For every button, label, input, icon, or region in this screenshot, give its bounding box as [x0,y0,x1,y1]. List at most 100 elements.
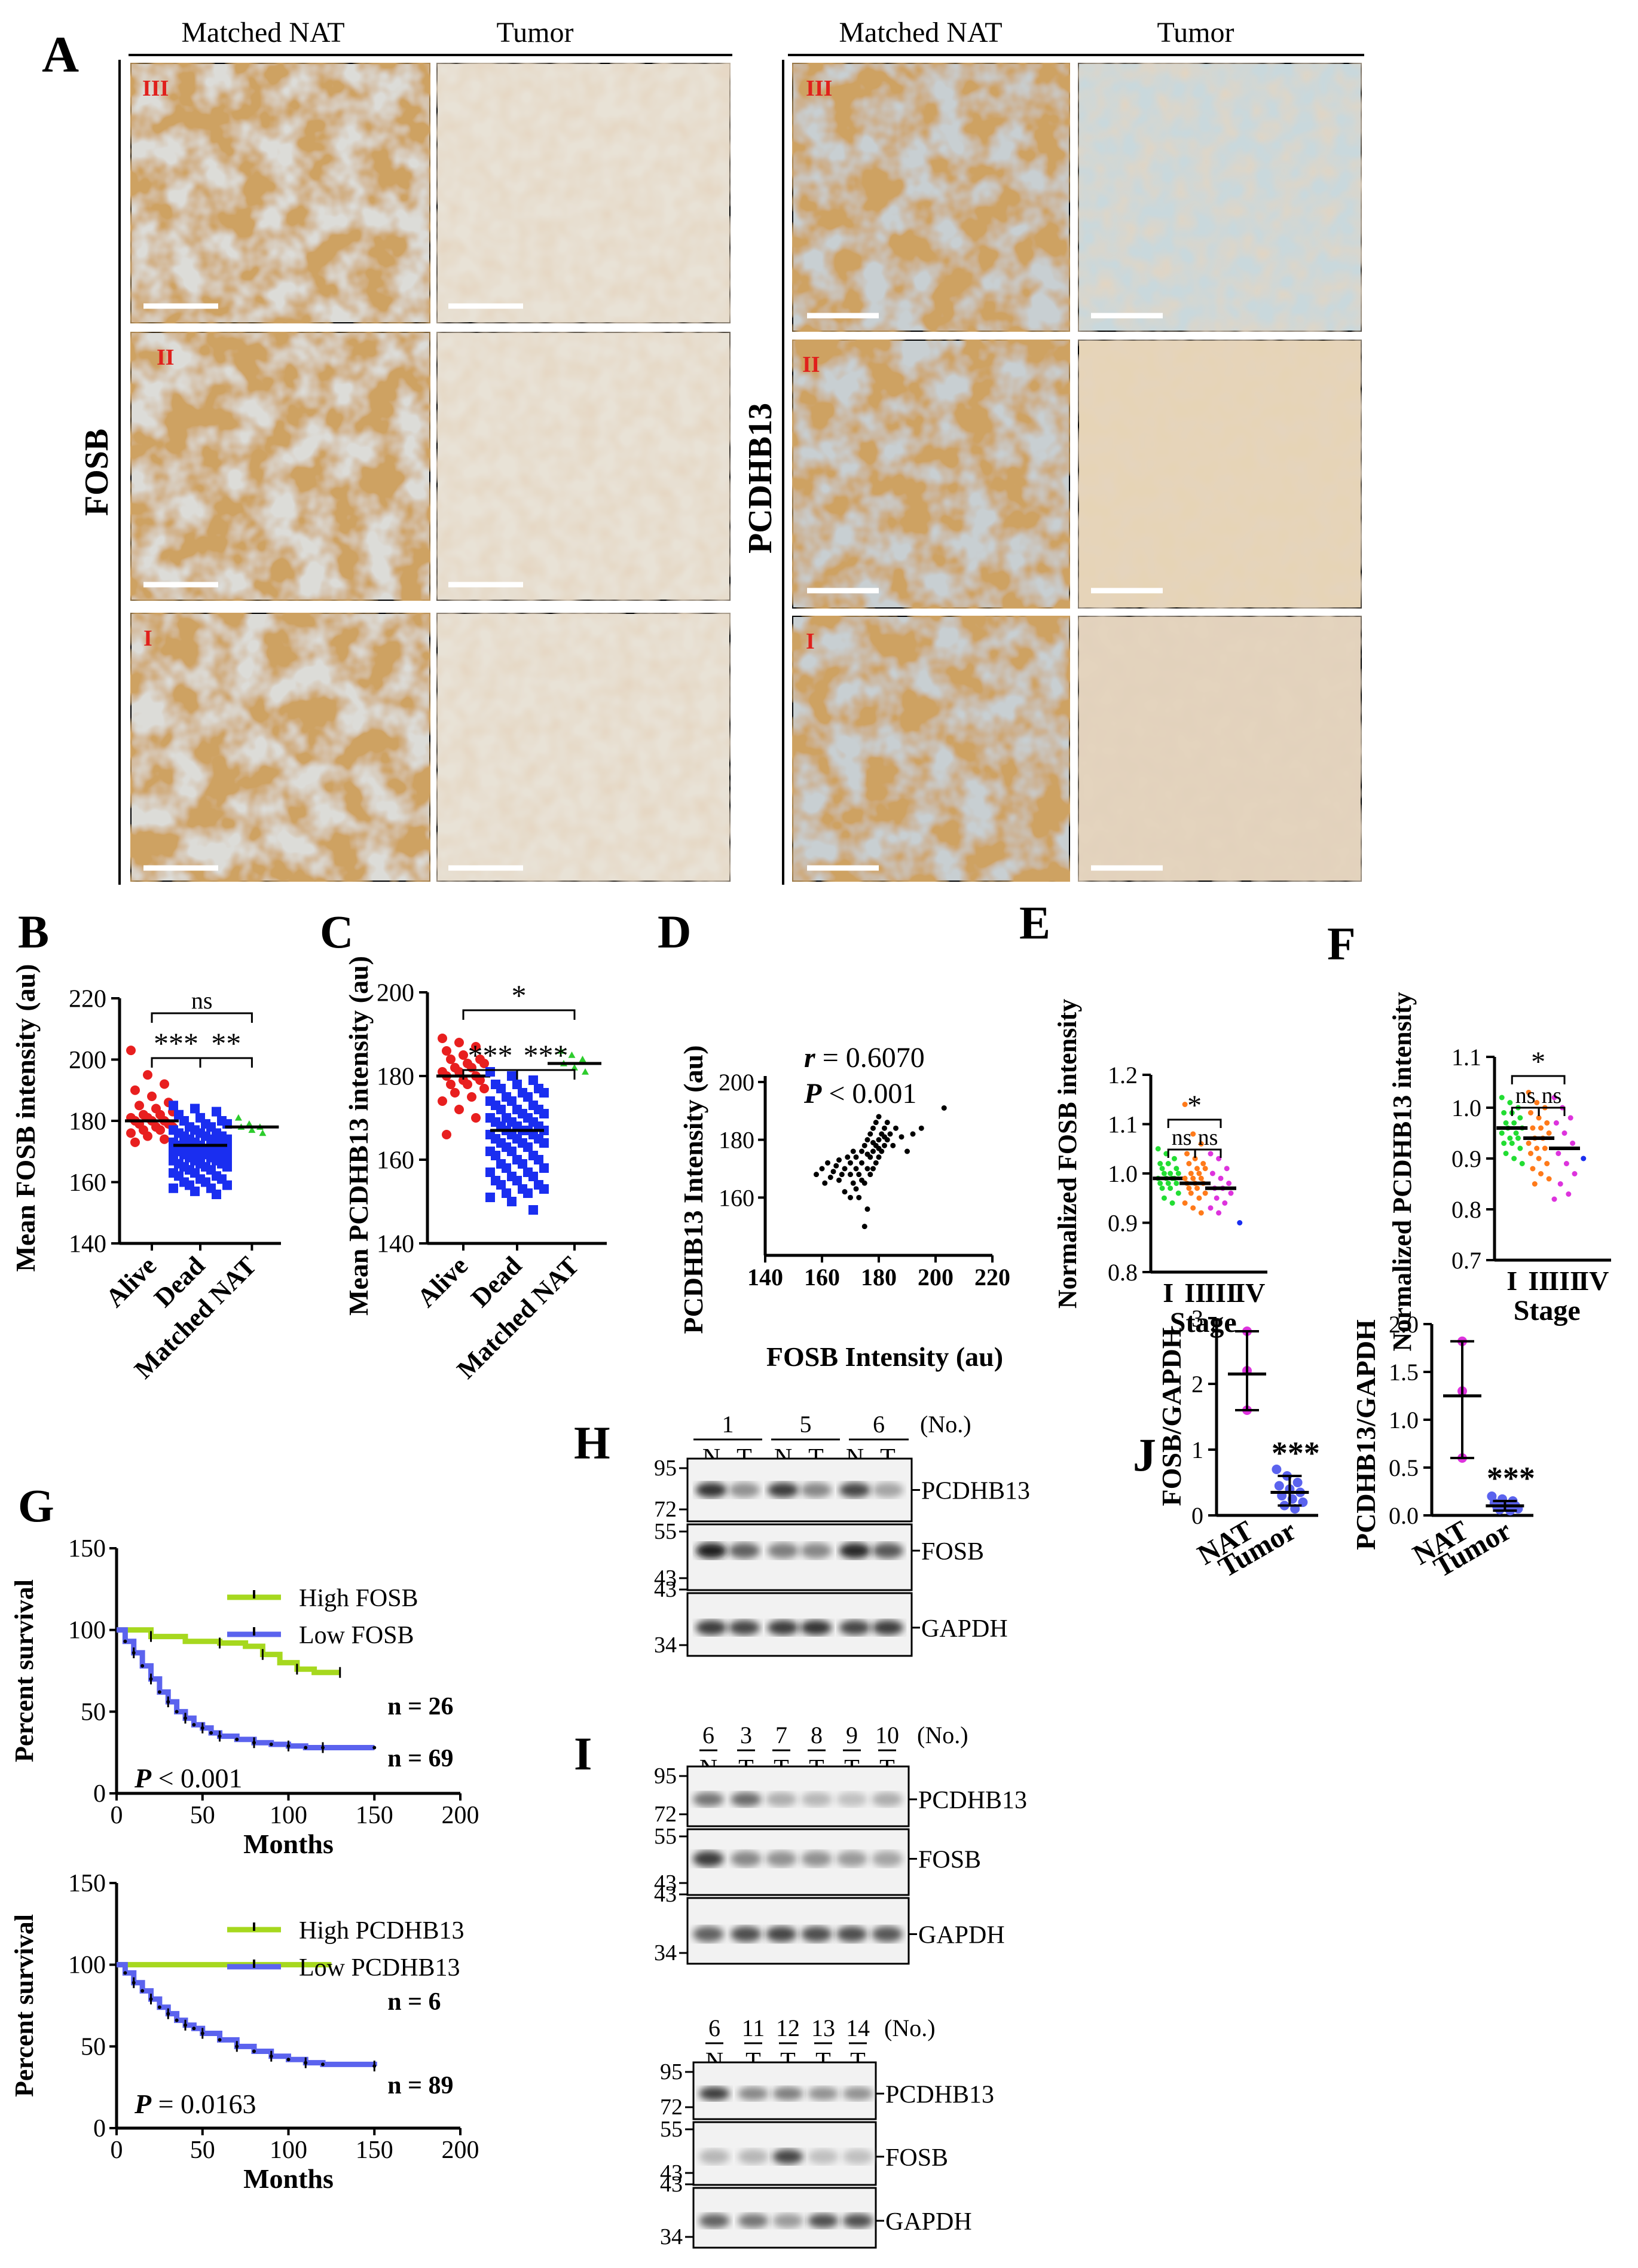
data-point [1507,1135,1513,1141]
event-mark [175,1710,179,1714]
data-point [259,1129,267,1136]
y-tick-label: 140 [377,1231,414,1258]
significance-bracket [151,1012,253,1023]
data-point [1499,1095,1505,1101]
protein-band [766,1851,797,1867]
protein-band [839,1482,871,1498]
data-point [446,1080,456,1089]
protein-band [728,1482,760,1498]
legend-label: High FOSB [299,1585,418,1612]
data-point [1553,1120,1559,1126]
data-point [853,1166,859,1172]
data-point [491,1151,500,1160]
x-category-label: III [1205,1277,1237,1308]
data-point [1534,1100,1540,1105]
data-point [853,1154,859,1160]
sample-number: 7 [775,1722,787,1749]
data-point [1538,1125,1544,1131]
protein-band [695,1620,728,1636]
y-tick-label: 220 [69,986,106,1013]
panel-letter-i: I [574,1728,592,1780]
event-mark [192,1723,196,1727]
significance-bracket [199,1057,253,1068]
protein-band [772,2214,803,2228]
y-axis-title: Percent survival [10,1914,39,2097]
event-mark [286,2058,291,2062]
data-point [1222,1200,1228,1206]
protein-band [772,2149,803,2165]
data-point [245,1120,253,1127]
protein-label: FOSB [885,2144,948,2172]
data-point [471,1042,481,1052]
protein-label: GAPDH [885,2208,972,2236]
data-point [523,1142,533,1152]
data-point [147,1092,157,1101]
protein-label: PCDHB13 [918,1787,1027,1814]
data-point [1581,1156,1587,1161]
data-point [848,1160,853,1166]
data-point [899,1134,904,1140]
significance-bracket [1511,1075,1566,1084]
event-mark [372,1746,377,1750]
panel-letter-f: F [1327,918,1356,970]
data-point [1563,1161,1569,1166]
protein-band [808,2214,839,2228]
y-tick-label: 1.0 [1389,1407,1419,1433]
protein-band [728,1620,760,1636]
protein-band [738,2149,769,2165]
data-point [1209,1170,1215,1176]
protein-band [766,1926,797,1942]
protein-band [699,2214,730,2228]
protein-band [839,1620,871,1636]
data-point [850,1148,856,1154]
protein-band [731,1851,762,1867]
r-annotation: r = 0.6070 [804,1042,925,1074]
protein-band [693,1926,724,1942]
r-value: = 0.6070 [815,1042,925,1074]
data-point [523,1092,533,1102]
y-tick-label: 1.0 [1451,1095,1481,1121]
event-mark [321,1746,325,1750]
significance-label: *** [524,1038,569,1072]
sample-number: 6 [702,1722,714,1749]
grade-label: III [806,76,832,101]
y-tick-label: 160 [69,1169,106,1197]
y-tick-label: 1.5 [1389,1359,1419,1386]
mw-marker-label: 55 [660,2117,683,2142]
data-point [130,1137,140,1147]
y-tick-label: 180 [719,1127,754,1154]
event-mark [175,2018,179,2022]
y-tick-label: 0 [1191,1502,1203,1529]
n-label: n = 26 [387,1693,453,1720]
x-category-label: I [1163,1277,1174,1308]
mw-marker-label: 72 [654,1497,677,1522]
data-point [1237,1220,1243,1225]
data-point [1226,1181,1232,1186]
data-point [1544,1120,1550,1126]
significance-label: ns [1172,1125,1192,1150]
data-point [1182,1200,1188,1206]
x-axis-title: Months [243,2163,334,2194]
protein-band [872,1792,903,1807]
header-tumor-left: Tumor [497,17,574,48]
data-point [568,1052,576,1058]
panel-letter-h: H [574,1417,610,1469]
data-point [571,1064,578,1071]
data-point [1536,1156,1542,1161]
x-tick-label: 0 [111,2136,123,2164]
data-point [1168,1185,1174,1191]
data-point [1526,1090,1532,1095]
protein-label: GAPDH [921,1615,1008,1643]
western-blot-i-bottom: 611121314(No.)NTTTTPCDHB13FOSBGAPDH95725… [660,2015,994,2249]
data-point [479,1059,489,1068]
data-point [839,1172,845,1178]
y-tick-label: 1.2 [1108,1062,1138,1089]
data-point [1228,1190,1234,1196]
data-point [502,1163,511,1173]
x-tick-label: 200 [442,1802,479,1829]
significance-label: ns [1515,1083,1536,1108]
y-tick-label: 0.8 [1108,1259,1138,1286]
protein-label: PCDHB13 [921,1478,1030,1505]
sample-number: 6 [873,1411,885,1438]
